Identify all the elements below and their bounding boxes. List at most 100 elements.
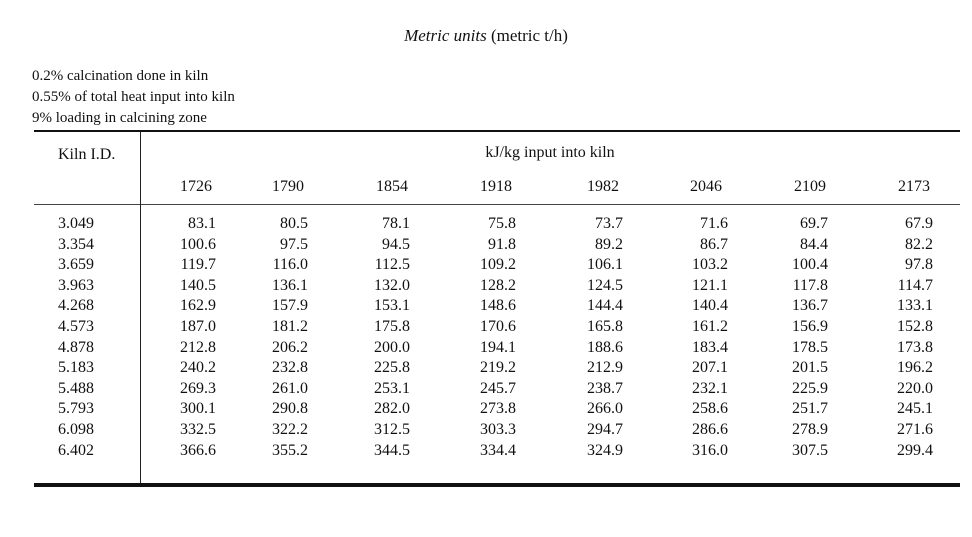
data-table: Kiln I.D. kJ/kg input into kiln 1726 1790… bbox=[28, 130, 960, 490]
value-cell: 225.8 bbox=[374, 359, 410, 377]
table-row: 4.268 162.9 157.9 153.1 148.6 144.4 140.4 136.7… bbox=[28, 296, 960, 317]
value-cell: 322.2 bbox=[272, 420, 308, 438]
kiln-id-cell: 3.354 bbox=[58, 235, 94, 253]
value-cell: 132.0 bbox=[374, 276, 410, 294]
value-cell: 245.1 bbox=[897, 400, 933, 418]
value-cell: 334.4 bbox=[480, 441, 516, 459]
column-header: 1790 bbox=[272, 178, 304, 195]
title-units: (metric t/h) bbox=[490, 26, 568, 45]
value-cell: 156.9 bbox=[792, 317, 828, 335]
value-cell: 124.5 bbox=[587, 276, 623, 294]
value-cell: 121.1 bbox=[692, 276, 728, 294]
table-top-rule bbox=[34, 130, 960, 132]
value-cell: 300.1 bbox=[180, 400, 216, 418]
value-cell: 232.8 bbox=[272, 359, 308, 377]
value-cell: 245.7 bbox=[480, 379, 516, 397]
value-cell: 136.7 bbox=[792, 297, 828, 315]
kiln-id-cell: 3.659 bbox=[58, 256, 94, 274]
table-row: 3.963 140.5 136.1 132.0 128.2 124.5 121.1 117.8… bbox=[28, 276, 960, 297]
value-cell: 312.5 bbox=[374, 420, 410, 438]
value-cell: 152.8 bbox=[897, 317, 933, 335]
value-cell: 128.2 bbox=[480, 276, 516, 294]
kiln-id-cell: 5.488 bbox=[58, 379, 94, 397]
value-cell: 238.7 bbox=[587, 379, 623, 397]
table-row: 5.488 269.3 261.0 253.1 245.7 238.7 232.1 225.9… bbox=[28, 379, 960, 400]
value-cell: 75.8 bbox=[488, 215, 516, 232]
value-cell: 100.6 bbox=[180, 235, 216, 253]
column-divider bbox=[140, 132, 141, 483]
value-cell: 69.7 bbox=[800, 215, 828, 232]
kiln-id-cell: 6.402 bbox=[58, 441, 94, 459]
value-cell: 286.6 bbox=[692, 420, 728, 438]
value-cell: 220.0 bbox=[897, 379, 933, 397]
table-row: 4.573 187.0 181.2 175.8 170.6 165.8 161.2 156.9… bbox=[28, 317, 960, 338]
value-cell: 207.1 bbox=[692, 359, 728, 377]
table-row: 4.878 212.8 206.2 200.0 194.1 188.6 183.4 178.5… bbox=[28, 338, 960, 359]
value-cell: 97.5 bbox=[280, 235, 308, 253]
group-header: kJ/kg input into kiln bbox=[485, 144, 615, 161]
value-cell: 299.4 bbox=[897, 441, 933, 459]
column-header: 1854 bbox=[376, 178, 408, 195]
kiln-id-cell: 6.098 bbox=[58, 420, 94, 438]
value-cell: 119.7 bbox=[180, 256, 216, 274]
value-cell: 212.9 bbox=[587, 359, 623, 377]
value-cell: 178.5 bbox=[792, 338, 828, 356]
value-cell: 200.0 bbox=[374, 338, 410, 356]
value-cell: 273.8 bbox=[480, 400, 516, 418]
table-row: 3.049 83.1 80.5 78.1 75.8 73.7 71.6 69.7 67.9 bbox=[28, 214, 960, 235]
table-body: 3.049 83.1 80.5 78.1 75.8 73.7 71.6 69.7 67.9 3.3… bbox=[28, 214, 960, 461]
kiln-id-cell: 3.049 bbox=[58, 215, 94, 232]
value-cell: 269.3 bbox=[180, 379, 216, 397]
value-cell: 225.9 bbox=[792, 379, 828, 397]
value-cell: 219.2 bbox=[480, 359, 516, 377]
value-cell: 194.1 bbox=[480, 338, 516, 356]
value-cell: 355.2 bbox=[272, 441, 308, 459]
value-cell: 282.0 bbox=[374, 400, 410, 418]
value-cell: 161.2 bbox=[692, 317, 728, 335]
value-cell: 294.7 bbox=[587, 420, 623, 438]
table-row: 5.183 240.2 232.8 225.8 219.2 212.9 207.1 201.5… bbox=[28, 358, 960, 379]
value-cell: 278.9 bbox=[792, 420, 828, 438]
value-cell: 253.1 bbox=[374, 379, 410, 397]
value-cell: 232.1 bbox=[692, 379, 728, 397]
table-row: 3.354 100.6 97.5 94.5 91.8 89.2 86.7 84.4 82.2 bbox=[28, 235, 960, 256]
value-cell: 109.2 bbox=[480, 256, 516, 274]
value-cell: 258.6 bbox=[692, 400, 728, 418]
value-cell: 187.0 bbox=[180, 317, 216, 335]
value-cell: 261.0 bbox=[272, 379, 308, 397]
value-cell: 117.8 bbox=[792, 276, 828, 294]
value-cell: 157.9 bbox=[272, 297, 308, 315]
notes: 0.2% calcination done in kiln 0.55% of t… bbox=[32, 66, 235, 129]
value-cell: 153.1 bbox=[374, 297, 410, 315]
value-cell: 97.8 bbox=[905, 256, 933, 274]
page-title: Metric units (metric t/h) bbox=[0, 26, 972, 46]
value-cell: 86.7 bbox=[700, 235, 728, 253]
value-cell: 106.1 bbox=[587, 256, 623, 274]
column-header: 2173 bbox=[898, 178, 930, 195]
value-cell: 201.5 bbox=[792, 359, 828, 377]
note-line: 0.2% calcination done in kiln bbox=[32, 68, 209, 84]
value-cell: 175.8 bbox=[374, 317, 410, 335]
table-bottom-rule bbox=[34, 483, 960, 487]
column-header: 1918 bbox=[480, 178, 512, 195]
value-cell: 73.7 bbox=[595, 215, 623, 232]
value-cell: 344.5 bbox=[374, 441, 410, 459]
value-cell: 89.2 bbox=[595, 235, 623, 253]
value-cell: 290.8 bbox=[272, 400, 308, 418]
table-row: 5.793 300.1 290.8 282.0 273.8 266.0 258.6 251.7… bbox=[28, 399, 960, 420]
value-cell: 316.0 bbox=[692, 441, 728, 459]
column-headers: 1726 1790 1854 1918 1982 2046 2109 2173 bbox=[28, 178, 960, 200]
value-cell: 94.5 bbox=[382, 235, 410, 253]
value-cell: 212.8 bbox=[180, 338, 216, 356]
kiln-id-cell: 3.963 bbox=[58, 276, 94, 294]
value-cell: 240.2 bbox=[180, 359, 216, 377]
value-cell: 133.1 bbox=[897, 297, 933, 315]
value-cell: 148.6 bbox=[480, 297, 516, 315]
value-cell: 196.2 bbox=[897, 359, 933, 377]
value-cell: 188.6 bbox=[587, 338, 623, 356]
value-cell: 71.6 bbox=[700, 215, 728, 232]
value-cell: 100.4 bbox=[792, 256, 828, 274]
value-cell: 271.6 bbox=[897, 420, 933, 438]
note-line: 0.55% of total heat input into kiln bbox=[32, 89, 235, 105]
value-cell: 206.2 bbox=[272, 338, 308, 356]
